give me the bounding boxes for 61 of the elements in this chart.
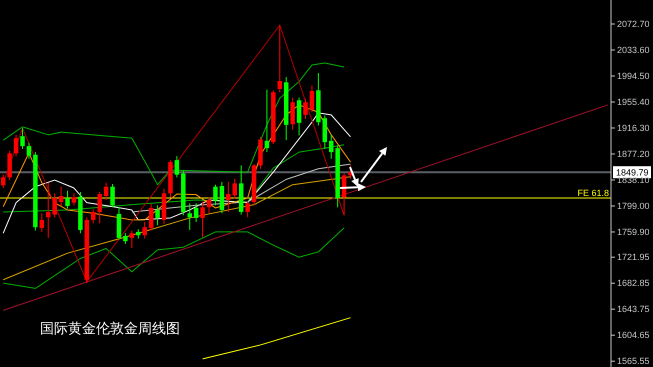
y-tick-label: 1565.55 [617,356,650,366]
candlestick [91,208,96,224]
candlestick [200,200,205,238]
candlestick [7,150,12,181]
candlestick [148,203,154,232]
y-tick-label: 1799.00 [617,200,650,211]
candlestick [26,142,32,160]
candlestick [123,232,128,244]
candlestick [97,192,102,224]
candlestick [174,156,180,178]
candlestick [290,97,295,130]
line-series [2,227,345,289]
candlestick [52,192,57,218]
candlestick [72,192,76,206]
y-tick-label: 1877.20 [617,148,650,159]
candlestick [20,128,25,150]
y-tick-label: 1916.30 [617,122,650,133]
candlestick [328,134,334,160]
text: 国际黄金伦敦金周线图 [40,321,180,337]
y-tick-label: 1604.65 [617,330,650,340]
candlestick [40,212,44,232]
candlestick [136,228,141,240]
candlestick [14,134,18,157]
candlestick [206,196,212,214]
candlestick [278,24,282,93]
candlestick [116,206,122,240]
candlestick [142,221,147,240]
candlestick [65,190,70,210]
candlestick [220,182,224,214]
candlestick [58,186,64,206]
candlestick [245,200,250,218]
line-series [2,112,352,234]
candlestick [342,172,346,216]
y-tick-label: 1759.90 [617,226,650,237]
candlestick [130,230,134,248]
candlestick [232,178,238,200]
candlestick [104,182,108,200]
candlestick [322,115,328,150]
candlestick [155,204,160,226]
y-tick-label: 2033.60 [617,44,650,55]
line-series [2,176,352,280]
y-tick-label: 1721.95 [617,252,650,262]
y-tick-label: 1682.85 [617,278,650,288]
candlestick [0,174,6,189]
candlestick [194,202,198,222]
y-tick-label: 1643.75 [617,304,650,314]
candlestick [226,182,231,212]
ref-line-label: 1849.79 [616,168,649,178]
y-tick-label: 1994.50 [617,70,650,81]
y-tick-label: 2072.70 [617,19,650,29]
line-series [131,164,352,212]
candlestick [187,202,192,230]
candlestick [264,89,270,153]
candlestick [110,184,115,208]
y-tick-label: 1955.40 [617,96,650,107]
candlestick [46,182,50,238]
line-series [2,144,345,212]
line-series [2,62,345,186]
candlestick [213,184,218,206]
ref-line-label: FE 61.8 [577,188,609,198]
candlestick [296,97,302,136]
